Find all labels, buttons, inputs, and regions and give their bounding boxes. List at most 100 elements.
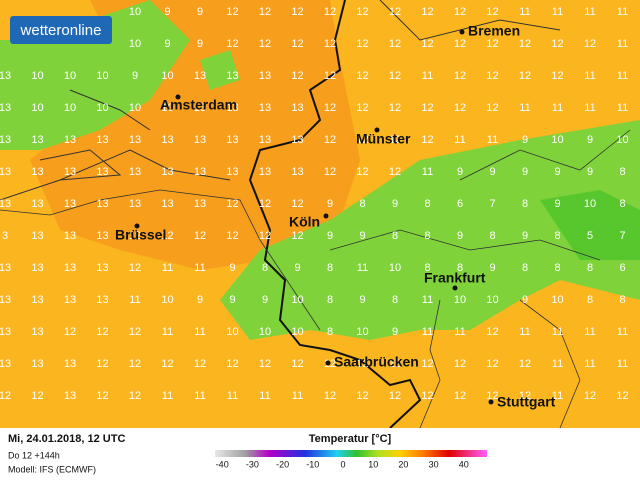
region-boundary bbox=[0, 129, 631, 429]
grid-value: 13 bbox=[64, 262, 76, 274]
grid-value: 12 bbox=[454, 358, 466, 370]
grid-value: 11 bbox=[552, 6, 563, 18]
grid-value: 13 bbox=[64, 198, 76, 210]
grid-value: 11 bbox=[454, 326, 465, 338]
grid-value: 12 bbox=[324, 166, 336, 178]
grid-value: 13 bbox=[194, 70, 206, 82]
grid-value: 8 bbox=[359, 198, 365, 210]
grid-value: 9 bbox=[392, 326, 398, 338]
grid-value: 10 bbox=[64, 70, 76, 82]
grid-value: 12 bbox=[486, 358, 498, 370]
grid-value: 10 bbox=[551, 134, 563, 146]
city-label: Saarbrücken bbox=[334, 354, 419, 370]
legend-tick-label: 30 bbox=[429, 459, 439, 469]
city-marker bbox=[134, 223, 140, 229]
grid-value: 11 bbox=[422, 294, 433, 306]
color-bar bbox=[215, 450, 487, 457]
grid-value: 13 bbox=[291, 134, 303, 146]
grid-value: 9 bbox=[294, 262, 300, 274]
grid-value: 8 bbox=[554, 262, 560, 274]
grid-value: 13 bbox=[31, 294, 43, 306]
legend-tick-label: 40 bbox=[459, 459, 469, 469]
warm-zone bbox=[30, 0, 360, 270]
grid-value: 12 bbox=[519, 70, 531, 82]
grid-value: 11 bbox=[194, 262, 205, 274]
city-marker bbox=[452, 285, 458, 291]
grid-value: 9 bbox=[164, 6, 170, 18]
grid-value: 12 bbox=[129, 358, 141, 370]
grid-value: 12 bbox=[259, 230, 271, 242]
grid-value: 12 bbox=[129, 390, 141, 402]
grid-value: 13 bbox=[259, 70, 271, 82]
grid-value: 12 bbox=[421, 102, 433, 114]
grid-value: 12 bbox=[96, 358, 108, 370]
legend-tick-label: -20 bbox=[276, 459, 289, 469]
city-label: Stuttgart bbox=[497, 394, 556, 410]
grid-value: 10 bbox=[161, 102, 173, 114]
grid-value: 9 bbox=[327, 230, 333, 242]
cool-zone bbox=[540, 190, 640, 260]
grid-value: 9 bbox=[554, 198, 560, 210]
grid-value: 9 bbox=[262, 294, 268, 306]
grid-value: 9 bbox=[587, 134, 593, 146]
grid-value: 3 bbox=[2, 230, 8, 242]
grid-value: 12 bbox=[291, 198, 303, 210]
grid-value: 12 bbox=[454, 390, 466, 402]
grid-value: 11 bbox=[584, 358, 595, 370]
grid-value: 12 bbox=[161, 230, 173, 242]
grid-value: 6 bbox=[619, 262, 625, 274]
grid-value: 11 bbox=[162, 262, 173, 274]
grid-value: 12 bbox=[226, 230, 238, 242]
grid-value: 8 bbox=[327, 294, 333, 306]
grid-value: 13 bbox=[64, 166, 76, 178]
grid-value: 12 bbox=[389, 390, 401, 402]
grid-value: 13 bbox=[96, 262, 108, 274]
grid-value: 9 bbox=[197, 38, 203, 50]
legend-tick-label: 10 bbox=[368, 459, 378, 469]
grid-value: 12 bbox=[324, 102, 336, 114]
grid-value: 13 bbox=[64, 230, 76, 242]
grid-value: 12 bbox=[291, 70, 303, 82]
grid-value: 13 bbox=[31, 358, 43, 370]
grid-value: 11 bbox=[357, 262, 368, 274]
grid-value: 8 bbox=[327, 262, 333, 274]
grid-value: 13 bbox=[0, 358, 11, 370]
grid-value: 11 bbox=[617, 102, 628, 114]
grid-value: 12 bbox=[356, 166, 368, 178]
legend-tick-label: 0 bbox=[340, 459, 345, 469]
grid-value: 13 bbox=[0, 262, 11, 274]
grid-value: 13 bbox=[64, 358, 76, 370]
grid-value: 12 bbox=[421, 38, 433, 50]
grid-value: 13 bbox=[0, 70, 11, 82]
grid-value: 11 bbox=[162, 326, 173, 338]
grid-value: 10 bbox=[291, 294, 303, 306]
grid-value: 8 bbox=[587, 294, 593, 306]
grid-value: 12 bbox=[486, 326, 498, 338]
city-marker bbox=[488, 399, 494, 405]
grid-value: 13 bbox=[129, 134, 141, 146]
grid-value: 9 bbox=[522, 166, 528, 178]
grid-value: 9 bbox=[359, 230, 365, 242]
grid-value: 12 bbox=[226, 198, 238, 210]
grid-value: 10 bbox=[161, 294, 173, 306]
logo-box[interactable] bbox=[10, 16, 112, 44]
grid-value: 10 bbox=[129, 6, 141, 18]
logo[interactable]: wetteronline bbox=[20, 22, 102, 39]
grid-value: 11 bbox=[162, 390, 173, 402]
city-label: Brüssel bbox=[115, 227, 166, 243]
coastline bbox=[0, 0, 561, 201]
run-label: Do 12 +144h bbox=[8, 450, 60, 460]
grid-value: 12 bbox=[519, 38, 531, 50]
grid-value: 10 bbox=[96, 70, 108, 82]
grid-value: 12 bbox=[129, 230, 141, 242]
grid-value: 9 bbox=[229, 262, 235, 274]
grid-value: 11 bbox=[227, 390, 238, 402]
grid-value: 9 bbox=[164, 38, 170, 50]
grid-value: 9 bbox=[554, 166, 560, 178]
grid-value: 9 bbox=[327, 198, 333, 210]
grid-value: 12 bbox=[519, 390, 531, 402]
grid-value: 8 bbox=[489, 230, 495, 242]
grid-value: 12 bbox=[389, 38, 401, 50]
grid-value: 11 bbox=[422, 166, 433, 178]
